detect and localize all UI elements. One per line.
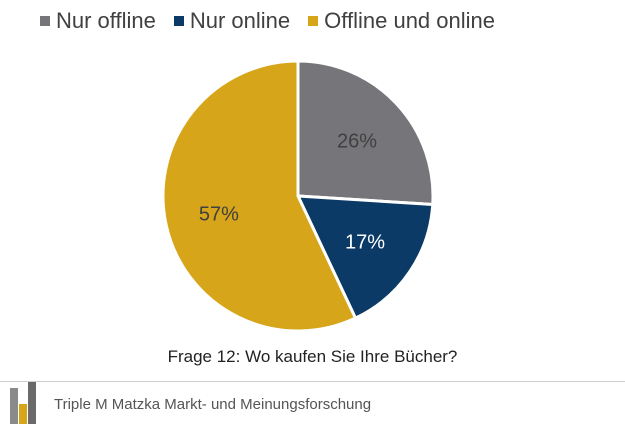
- footer-divider: [0, 381, 625, 382]
- legend-label-nur-online: Nur online: [189, 8, 291, 33]
- legend-label-nur-offline: Nur offline: [56, 8, 156, 33]
- legend-item-nur-offline: Nur offline: [40, 8, 156, 34]
- legend-item-nur-online: Nur online: [173, 8, 291, 34]
- legend-swatch-nur-offline: [40, 16, 50, 26]
- logo-bar-3: [28, 382, 36, 424]
- pie-slice-nur-online: [296, 194, 435, 320]
- pie-chart: 26% 17% 57%: [161, 59, 435, 333]
- legend-label-offline-und-online: Offline und online: [324, 8, 495, 33]
- company-logo: [10, 382, 40, 424]
- logo-bar-2: [19, 404, 27, 424]
- legend-item-offline-und-online: Offline und online: [308, 8, 495, 34]
- chart-legend: Nur offline Nur online Offline und onlin…: [40, 8, 513, 34]
- logo-bar-1: [10, 388, 18, 424]
- chart-title: Frage 12: Wo kaufen Sie Ihre Bücher?: [167, 347, 458, 366]
- data-label-nur-offline: 26%: [337, 131, 377, 153]
- data-label-offline-und-online: 57%: [199, 204, 239, 226]
- footer-company-name: Triple M Matzka Markt- und Meinungsforsc…: [54, 396, 372, 413]
- pie-slice-nur-offline: [296, 59, 435, 206]
- legend-swatch-offline-und-online: [308, 16, 319, 26]
- pie-slice-offline-und-online: [161, 59, 357, 333]
- data-label-nur-online: 17%: [345, 232, 385, 254]
- legend-swatch-nur-online: [173, 16, 184, 26]
